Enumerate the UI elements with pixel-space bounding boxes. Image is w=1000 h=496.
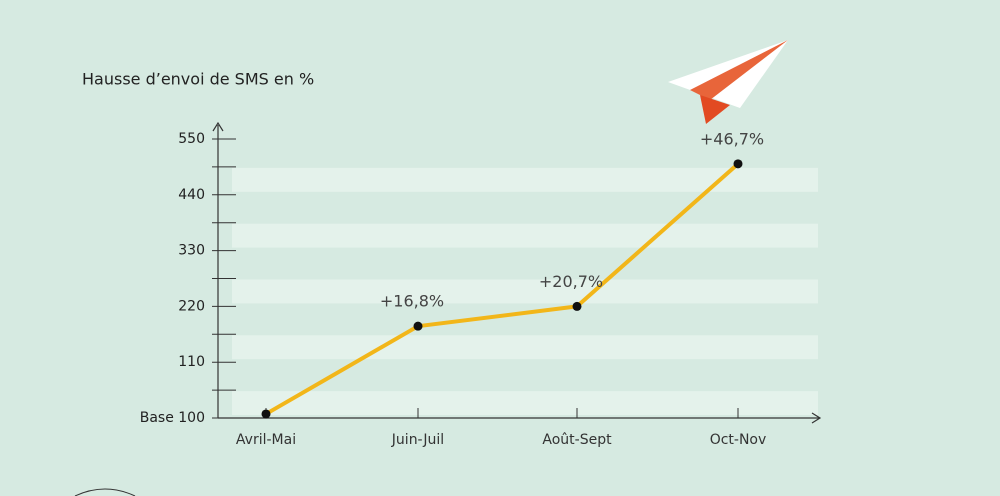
annotation: +46,7% (700, 129, 764, 148)
paper-plane (668, 40, 788, 124)
line (264, 162, 740, 416)
point (733, 159, 743, 169)
x-tick-label: Oct-Nov (710, 432, 767, 448)
y-tick-label: 330 (178, 243, 205, 259)
grid-band (232, 223, 818, 248)
point (572, 301, 582, 311)
y-tick-label: 440 (178, 187, 205, 203)
y-tick-label: 220 (178, 298, 205, 314)
grid-band (232, 167, 818, 192)
annotation: +20,7% (539, 272, 603, 291)
x-axis (218, 412, 822, 424)
x-tick-label: Août-Sept (542, 432, 612, 448)
plot (232, 167, 818, 415)
y-tick-label: 110 (178, 354, 205, 370)
x-tick-label: Juin-Juil (391, 432, 444, 448)
y-axis (212, 121, 224, 418)
grid-band (232, 391, 818, 415)
chart-title: Hausse d’envoi de SMS en % (82, 70, 314, 89)
decoration (74, 488, 136, 496)
point (413, 321, 423, 331)
grid-band (232, 279, 818, 304)
grid-band (232, 335, 818, 360)
y-tick-label: Base 100 (140, 410, 205, 426)
point (261, 409, 271, 419)
y-tick-label: 550 (178, 131, 205, 147)
x-tick-label: Avril-Mai (236, 432, 296, 448)
annotation: +16,8% (380, 292, 444, 311)
